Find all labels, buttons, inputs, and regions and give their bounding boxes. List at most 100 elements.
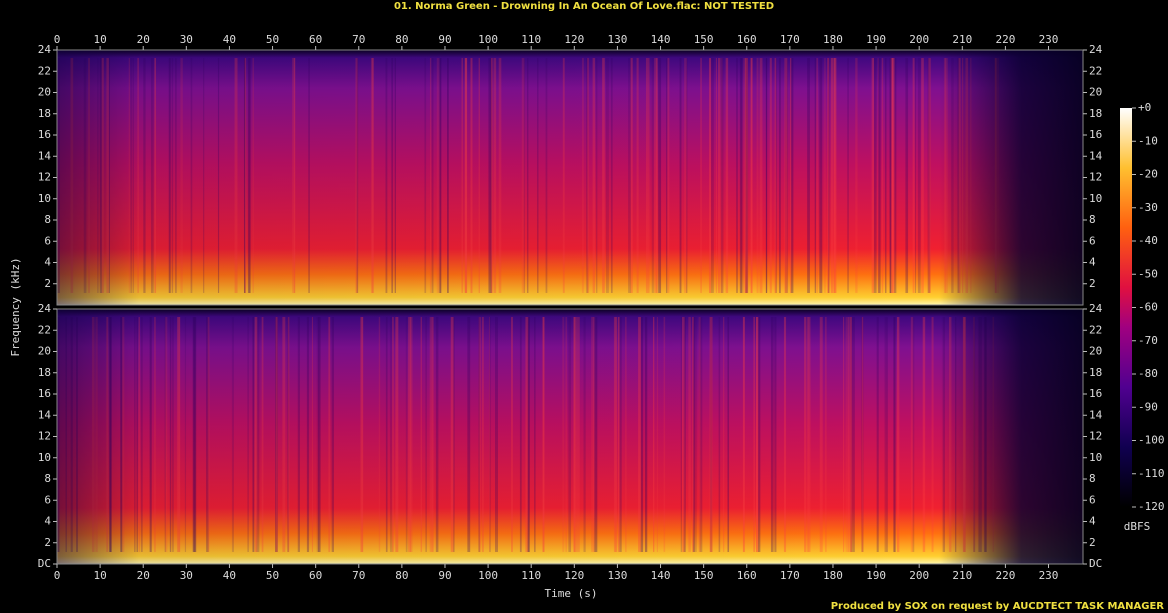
colorbar-tick-label: -60 xyxy=(1138,301,1158,314)
y-tick-label: 6 xyxy=(1089,493,1096,506)
y-tick-label: 22 xyxy=(38,64,51,77)
y-tick-label: 16 xyxy=(1089,128,1102,141)
y-tick-label: 8 xyxy=(1089,472,1096,485)
x-tick-label: 190 xyxy=(866,33,886,46)
y-tick-label: 8 xyxy=(44,472,51,485)
colorbar-tick-label: -30 xyxy=(1138,201,1158,214)
y-tick-label: 6 xyxy=(1089,234,1096,247)
colorbar-tick-label: -90 xyxy=(1138,400,1158,413)
x-tick-label: 40 xyxy=(223,33,236,46)
x-tick-label: 10 xyxy=(93,33,106,46)
chart-title: 01. Norma Green - Drowning In An Ocean O… xyxy=(394,1,774,12)
x-tick-label: 140 xyxy=(651,569,671,582)
x-tick-label: 190 xyxy=(866,569,886,582)
y-tick-label: 20 xyxy=(1089,86,1102,99)
y-tick-label: DC xyxy=(1089,557,1102,570)
x-tick-label: 200 xyxy=(909,33,929,46)
y-tick-label: 4 xyxy=(44,515,51,528)
x-tick-label: 10 xyxy=(93,569,106,582)
x-tick-label: 180 xyxy=(823,569,843,582)
y-tick-label: 16 xyxy=(38,128,51,141)
x-tick-label: 160 xyxy=(737,33,757,46)
y-tick-label: 12 xyxy=(38,171,51,184)
y-tick-label: 20 xyxy=(38,345,51,358)
y-tick-label: 4 xyxy=(1089,256,1096,269)
y-tick-label: 22 xyxy=(1089,64,1102,77)
colorbar-tick-label: -110 xyxy=(1138,467,1165,480)
y-tick-label: 6 xyxy=(44,234,51,247)
colorbar-tick-label: -20 xyxy=(1138,168,1158,181)
y-tick-label: 4 xyxy=(1089,515,1096,528)
x-tick-label: 180 xyxy=(823,33,843,46)
colorbar xyxy=(1120,108,1132,507)
x-tick-label: 50 xyxy=(266,33,279,46)
y-tick-label: 18 xyxy=(38,107,51,120)
spectrogram-fade xyxy=(57,309,1083,564)
y-tick-label: 14 xyxy=(1089,408,1103,421)
x-tick-label: 60 xyxy=(309,33,322,46)
y-tick-label: 20 xyxy=(38,86,51,99)
x-tick-label: 100 xyxy=(478,33,498,46)
y-tick-label: 8 xyxy=(1089,213,1096,226)
y-tick-label: 2 xyxy=(44,536,51,549)
y-tick-label: 14 xyxy=(38,408,52,421)
x-tick-label: 90 xyxy=(438,33,451,46)
x-tick-label: 170 xyxy=(780,569,800,582)
y-tick-label: 10 xyxy=(1089,451,1102,464)
x-tick-label: 60 xyxy=(309,569,322,582)
x-tick-label: 50 xyxy=(266,569,279,582)
y-tick-label: 18 xyxy=(38,366,51,379)
x-tick-label: 230 xyxy=(1039,33,1059,46)
x-tick-label: 80 xyxy=(395,33,408,46)
x-tick-label: 20 xyxy=(137,569,150,582)
y-tick-label: 10 xyxy=(38,192,51,205)
x-tick-label: 220 xyxy=(995,33,1015,46)
y-tick-label: 14 xyxy=(38,149,52,162)
x-tick-label: 70 xyxy=(352,569,365,582)
x-tick-label: 0 xyxy=(54,33,61,46)
y-tick-label: 24 xyxy=(38,43,52,56)
x-tick-label: 140 xyxy=(651,33,671,46)
colorbar-tick-label: -40 xyxy=(1138,234,1158,247)
y-tick-label: 18 xyxy=(1089,107,1102,120)
x-tick-label: 30 xyxy=(180,33,193,46)
footer: Produced by SOX on request by AUCDTECT T… xyxy=(831,601,1165,612)
y-tick-label: 14 xyxy=(1089,149,1103,162)
y-tick-label: 24 xyxy=(38,302,52,315)
x-tick-label: 80 xyxy=(395,569,408,582)
x-tick-label: 150 xyxy=(694,33,714,46)
y-tick-label: 8 xyxy=(44,213,51,226)
y-tick-label: 22 xyxy=(38,323,51,336)
x-tick-label: 130 xyxy=(607,33,627,46)
x-tick-label: 130 xyxy=(607,569,627,582)
y-tick-label: 22 xyxy=(1089,323,1102,336)
x-tick-label: 30 xyxy=(180,569,193,582)
colorbar-tick-label: -100 xyxy=(1138,434,1165,447)
x-tick-label: 20 xyxy=(137,33,150,46)
y-tick-label: 20 xyxy=(1089,345,1102,358)
y-tick-label: 24 xyxy=(1089,43,1103,56)
y-tick-label: 2 xyxy=(44,277,51,290)
x-tick-label: 100 xyxy=(478,569,498,582)
y-tick-label: 12 xyxy=(38,430,51,443)
x-tick-label: 170 xyxy=(780,33,800,46)
y-tick-label: 18 xyxy=(1089,366,1102,379)
x-tick-label: 120 xyxy=(564,33,584,46)
colorbar-tick-label: -70 xyxy=(1138,334,1158,347)
x-tick-label: 200 xyxy=(909,569,929,582)
colorbar-tick-label: +0 xyxy=(1138,101,1151,114)
x-tick-label: 150 xyxy=(694,569,714,582)
y-tick-label: 6 xyxy=(44,493,51,506)
x-axis-label: Time (s) xyxy=(545,587,598,600)
y-tick-label: 10 xyxy=(1089,192,1102,205)
y-tick-label: 16 xyxy=(1089,387,1102,400)
x-tick-label: 120 xyxy=(564,569,584,582)
colorbar-tick-label: -120 xyxy=(1138,500,1165,513)
x-tick-label: 70 xyxy=(352,33,365,46)
x-tick-label: 110 xyxy=(521,33,541,46)
x-tick-label: 0 xyxy=(54,569,61,582)
x-tick-label: 220 xyxy=(995,569,1015,582)
x-tick-label: 40 xyxy=(223,569,236,582)
y-tick-label: 16 xyxy=(38,387,51,400)
